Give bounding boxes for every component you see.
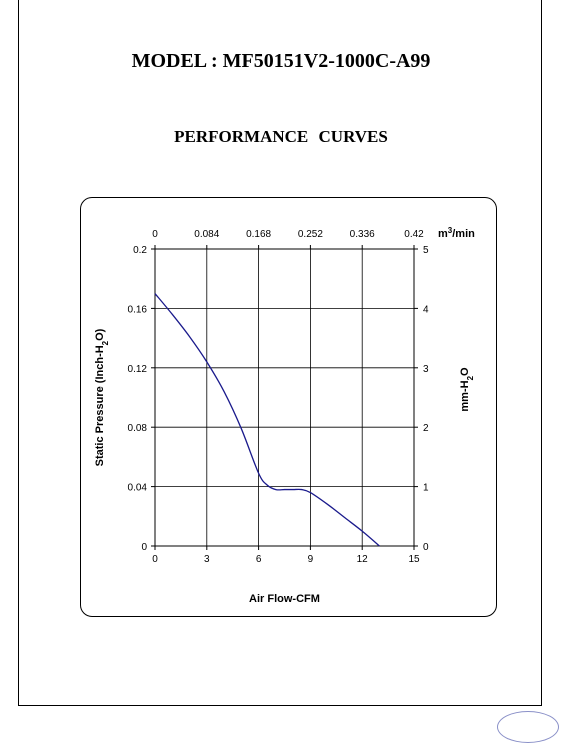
x-tick-label: 0 (152, 554, 158, 565)
x-tick-label: 9 (308, 554, 314, 565)
x-tick-label: 12 (357, 554, 369, 565)
x-tick-label: 3 (204, 554, 210, 565)
chart-frame (80, 197, 497, 617)
y-tick-label: 0.04 (128, 483, 148, 494)
x-axis-label: Air Flow-CFM (249, 593, 320, 605)
page-border (18, 0, 542, 706)
y2-axis-label: mm-H2O (459, 367, 475, 412)
plot-area (154, 248, 415, 547)
y2-tick-label: 0 (423, 542, 429, 553)
x-tick-label: 6 (256, 554, 262, 565)
y-axis-label: Static Pressure (Inch-H2O) (94, 328, 110, 466)
series-line (154, 293, 380, 547)
performance-chart: 0 3 6 9 12 150 0.084 0.168 0.252 0.336 0.4200.040.… (94, 226, 475, 606)
x2-tick-label: 0.252 (298, 229, 323, 240)
y-tick-label: 0.16 (128, 304, 148, 315)
y-tick-label: 0.2 (133, 245, 147, 256)
x-tick-label: 15 (408, 554, 420, 565)
y2-tick-label: 4 (423, 304, 429, 315)
y2-tick-label: 2 (423, 423, 429, 434)
x2-tick-label: 0.336 (350, 229, 375, 240)
x2-tick-label: 0 (152, 229, 158, 240)
performance-curves-heading: PERFORMANCE CURVES (174, 127, 388, 146)
x2-tick-label: 0.42 (404, 229, 424, 240)
y-tick-label: 0.08 (128, 423, 148, 434)
model-title: MODEL : MF50151V2-1000C-A99 (131, 50, 431, 72)
x2-tick-label: 0.084 (194, 229, 219, 240)
y-tick-label: 0.12 (128, 364, 148, 375)
x2-axis-unit: m3/min (438, 226, 475, 241)
y-tick-label: 0 (141, 542, 147, 553)
y2-tick-label: 5 (423, 245, 429, 256)
y2-tick-label: 1 (423, 483, 429, 494)
y2-tick-label: 3 (423, 364, 429, 375)
x2-tick-label: 0.168 (246, 229, 271, 240)
